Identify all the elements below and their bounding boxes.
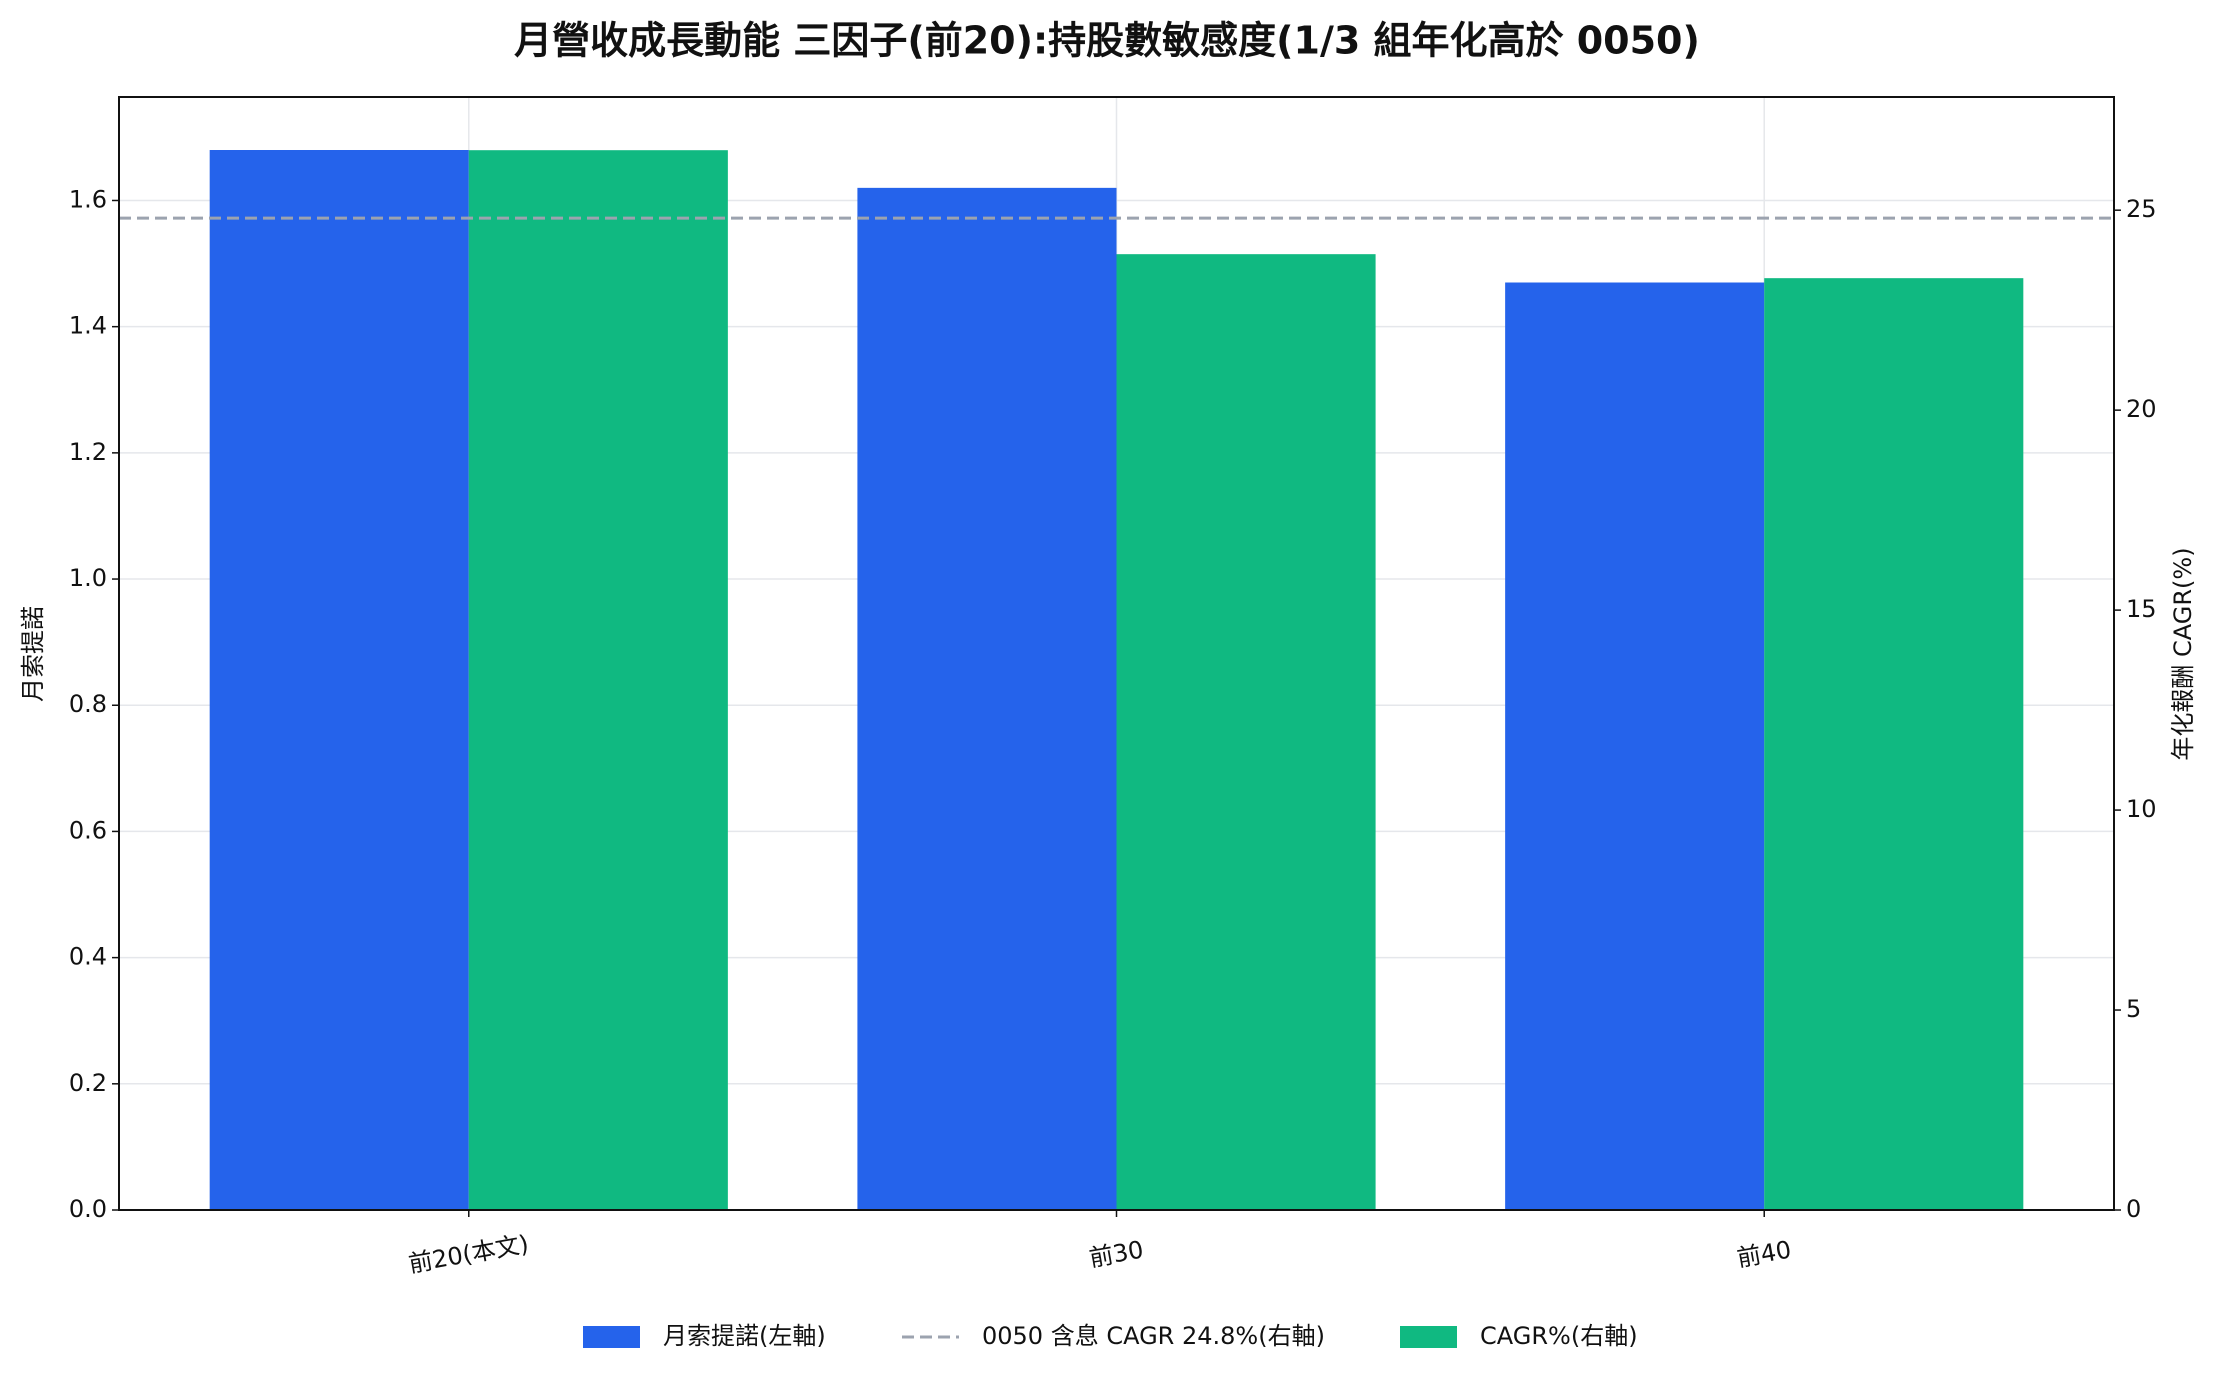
y2-tick-label: 25	[2126, 195, 2157, 223]
y2-tick-label: 5	[2126, 995, 2141, 1023]
bar	[468, 150, 728, 1211]
y2-axis-label: 年化報酬 CAGR(%)	[2169, 547, 2197, 760]
y-tick-label: 1.4	[69, 312, 107, 340]
y2-tick-label: 20	[2126, 395, 2157, 423]
legend-label: 月索提諾(左軸)	[663, 1322, 826, 1350]
legend-swatch	[583, 1326, 640, 1348]
bar	[857, 187, 1117, 1210]
y-tick-label: 0.2	[69, 1069, 107, 1097]
y-tick-label: 1.2	[69, 438, 107, 466]
legend-label: CAGR%(右軸)	[1480, 1322, 1638, 1350]
bar	[1116, 254, 1376, 1210]
y-tick-label: 1.0	[69, 564, 107, 592]
y-tick-label: 0.6	[69, 816, 107, 844]
x-tick-label: 前20(本文)	[406, 1230, 530, 1279]
y-axis-label: 月索提諾	[19, 606, 47, 702]
y-tick-label: 0.0	[69, 1195, 107, 1223]
y2-tick-label: 15	[2126, 595, 2157, 623]
x-tick-label: 前30	[1087, 1235, 1146, 1272]
x-tick-label: 前40	[1735, 1235, 1794, 1272]
bar	[1764, 278, 2024, 1210]
y-tick-label: 0.4	[69, 943, 107, 971]
bar	[209, 150, 469, 1210]
y-tick-label: 1.6	[69, 185, 107, 213]
y-tick-label: 0.8	[69, 690, 107, 718]
legend-swatch	[1400, 1326, 1457, 1348]
chart-title: 月營收成長動能 三因子(前20):持股數敏感度(1/3 組年化高於 0050)	[514, 19, 1700, 63]
legend-label: 0050 含息 CAGR 24.8%(右軸)	[982, 1322, 1325, 1350]
bar	[1505, 282, 1765, 1210]
y2-tick-label: 10	[2126, 795, 2157, 823]
y2-tick-label: 0	[2126, 1195, 2141, 1223]
plot-frame	[118, 96, 2115, 1211]
